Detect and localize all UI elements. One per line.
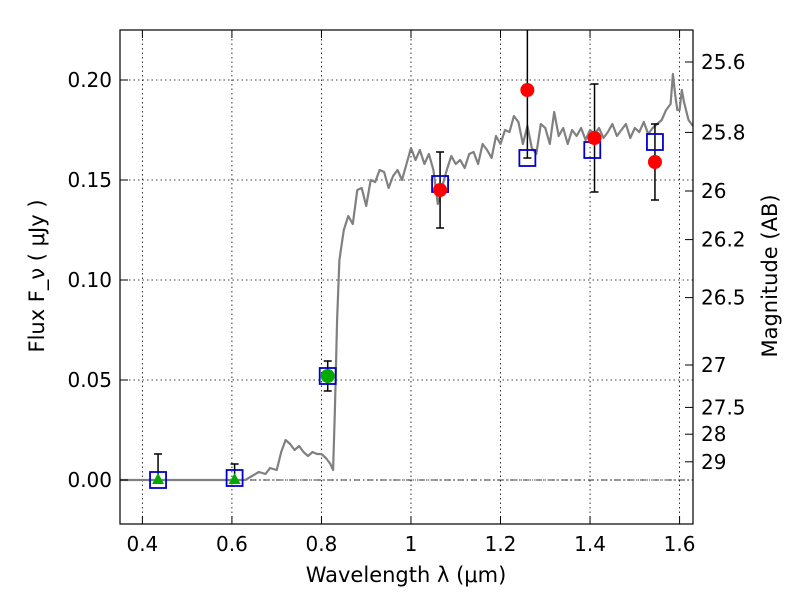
mag-tick-label: 27.5 <box>701 395 746 419</box>
y-tick-label: 0.15 <box>67 168 112 192</box>
x-tick-label: 1 <box>405 532 418 556</box>
y-axis-label: Flux F_ν ( μJy ) <box>25 199 50 352</box>
photometry-square-marker <box>225 469 244 487</box>
marker-layer <box>149 83 664 489</box>
photometry-circle-marker <box>320 369 335 383</box>
photometry-square-marker <box>318 367 337 385</box>
x-tick-label: 1.4 <box>574 532 606 556</box>
photometry-circle-marker <box>433 183 448 197</box>
mag-tick-label: 26.5 <box>701 286 746 310</box>
mag-tick-label: 29 <box>701 450 726 474</box>
mag-tick-label: 26.2 <box>701 228 746 252</box>
photometry-circle-marker <box>587 131 602 145</box>
photometry-circle-marker <box>520 83 535 97</box>
photometry-square-marker <box>646 133 664 151</box>
photometry-square-marker <box>518 149 537 167</box>
grid-layer <box>120 30 693 524</box>
mag-tick-label: 26 <box>701 179 726 203</box>
errorbar-layer <box>154 30 659 480</box>
upper-limit-triangle-marker <box>152 473 165 484</box>
y2-axis-label: Magnitude (AB) <box>758 194 782 357</box>
plot-frame <box>119 29 694 525</box>
x-tick-label: 0.6 <box>216 532 248 556</box>
mag-tick-label: 25.6 <box>701 50 746 74</box>
x-tick-label: 0.8 <box>306 532 338 556</box>
photometry-circle-marker <box>647 155 662 169</box>
tick-layer: 0.4 0.6 0.8 1 1.2 1.4 1.6 0.00 0.05 0.10 0.15 0.20 2… <box>67 30 746 556</box>
spectrum-layer <box>120 72 694 482</box>
mag-tick-label: 27 <box>701 353 726 377</box>
x-axis-label: Wavelength λ (μm) <box>306 563 507 587</box>
upper-limit-triangle-marker <box>228 473 241 484</box>
y-tick-label: 0.05 <box>67 368 112 392</box>
mag-tick-label: 25.8 <box>701 120 746 144</box>
x-tick-label: 1.6 <box>664 532 696 556</box>
mag-tick-label: 28 <box>701 422 726 446</box>
y-tick-label: 0.20 <box>67 68 112 92</box>
x-tick-label: 1.2 <box>485 532 517 556</box>
model-spectrum-line <box>120 72 694 482</box>
x-tick-label: 0.4 <box>126 532 158 556</box>
y-tick-label: 0.10 <box>67 268 112 292</box>
y-tick-label: 0.00 <box>67 468 112 492</box>
photometry-square-marker <box>149 471 167 489</box>
